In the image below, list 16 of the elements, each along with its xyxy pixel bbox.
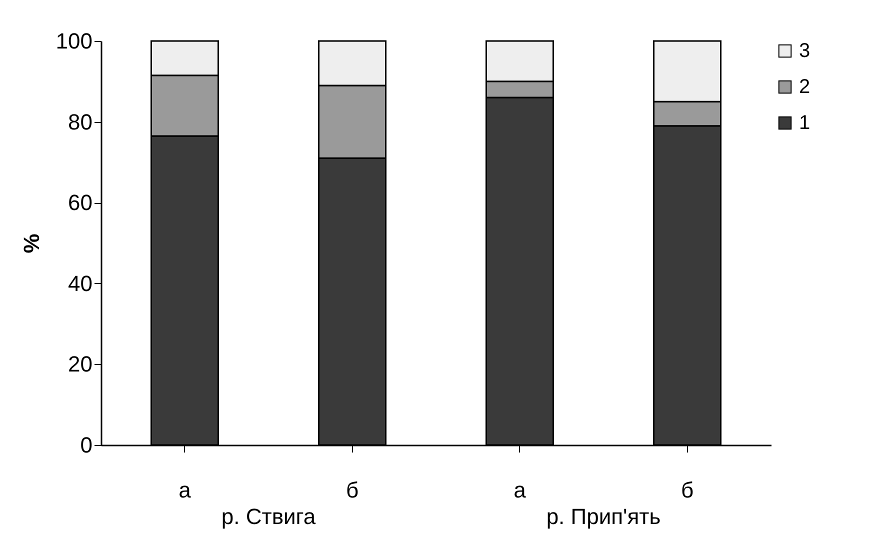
text: р. Прип'ять: [546, 504, 661, 529]
y-tick-label: 0: [80, 432, 92, 458]
y-tick-label: 80: [68, 109, 92, 134]
legend-label: 3: [799, 40, 810, 62]
text: р. Ствига: [221, 504, 316, 529]
y-tick-label: 40: [68, 270, 92, 296]
y-tick-label: 20: [68, 352, 92, 377]
x-tick-label: а: [178, 478, 192, 502]
x-tick-label: б: [346, 478, 359, 502]
x-tick-label: а: [514, 478, 527, 502]
x-tick-label: б: [680, 478, 694, 502]
legend-label: 1: [799, 112, 810, 134]
y-axis-title: %: [18, 234, 44, 254]
legend-label: 2: [799, 76, 810, 98]
y-tick-label: 60: [68, 190, 92, 216]
y-tick-label: 100: [56, 28, 92, 54]
